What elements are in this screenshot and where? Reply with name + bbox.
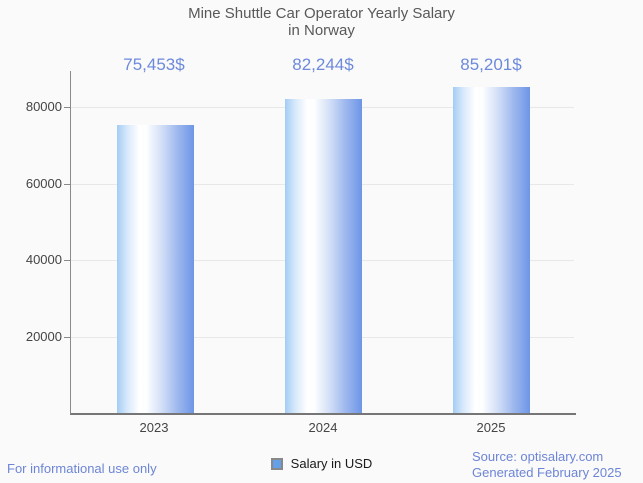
bar-2023 [117, 125, 194, 413]
legend-label: Salary in USD [290, 456, 373, 471]
y-axis-label: 60000 [25, 175, 62, 191]
footer-source-block: Source: optisalary.com Generated Februar… [472, 449, 622, 480]
y-axis-label: 40000 [25, 252, 62, 268]
footer-generated-text: Generated February 2025 [472, 464, 622, 480]
bar-value-label: 82,244$ [292, 55, 354, 74]
x-axis-label: 2024 [308, 420, 338, 435]
bar-value-label: 75,453$ [123, 55, 185, 74]
legend-swatch-icon [270, 457, 283, 470]
y-axis-tick [64, 336, 70, 338]
footer-source-text: Source: optisalary.com [472, 449, 604, 464]
y-axis-tick [64, 260, 70, 262]
plot-area [70, 71, 576, 415]
legend: Salary in USD [0, 456, 643, 471]
y-axis-label: 20000 [25, 328, 62, 344]
chart-title-line1: Mine Shuttle Car Operator Yearly Salary [188, 5, 455, 22]
footer-disclaimer: For informational use only [7, 461, 157, 476]
chart-title-line2: in Norway [288, 22, 355, 39]
x-axis-label: 2025 [476, 420, 506, 435]
y-axis-label: 80000 [25, 99, 62, 115]
bar-value-label: 85,201$ [460, 55, 522, 74]
bar-2024 [285, 99, 362, 413]
chart-title: Mine Shuttle Car Operator Yearly Salary … [0, 5, 643, 39]
x-axis-label: 2023 [139, 420, 169, 435]
y-axis-tick [64, 107, 70, 109]
y-axis-tick [64, 183, 70, 185]
bar-2025 [453, 87, 530, 413]
